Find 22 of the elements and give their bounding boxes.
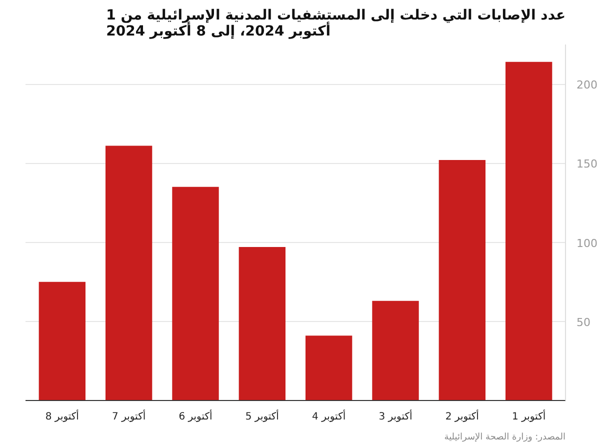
x-tick-label: 1 أكتوبر: [512, 410, 546, 422]
x-tick-label: 2 أكتوبر: [445, 410, 480, 422]
text: المصدر: وزارة الصحة الإسرائيلية: [444, 432, 566, 442]
x-tick-label: 4 أكتوبر: [312, 410, 346, 422]
bar: [106, 146, 152, 400]
bar: [438, 160, 486, 400]
chart-title: عدد الإصابات التي دخلت إلى المستشفيات المدنية الإسرائيلية من 1 أكتوبر 2024، إلى 8 أكتوبر 2024: [106, 8, 566, 40]
x-tick-label: 6 أكتوبر: [178, 410, 213, 422]
x-tick-label: 5 أكتوبر: [245, 410, 280, 422]
y-tick-label: 150: [576, 158, 598, 171]
y-tick-label: 50: [576, 316, 590, 329]
x-tick-label: 3 أكتوبر: [378, 410, 413, 422]
y-tick-label: 100: [576, 236, 598, 250]
x-tick-label: 8 أكتوبر: [45, 410, 80, 422]
bar: [372, 300, 419, 400]
y-tick-label: 200: [576, 78, 598, 92]
bar: [306, 336, 352, 400]
bar: [38, 282, 86, 400]
bar: [238, 247, 286, 400]
bar: [506, 62, 552, 400]
bar: [172, 186, 219, 400]
x-tick-label: 7 أكتوبر: [112, 410, 146, 422]
